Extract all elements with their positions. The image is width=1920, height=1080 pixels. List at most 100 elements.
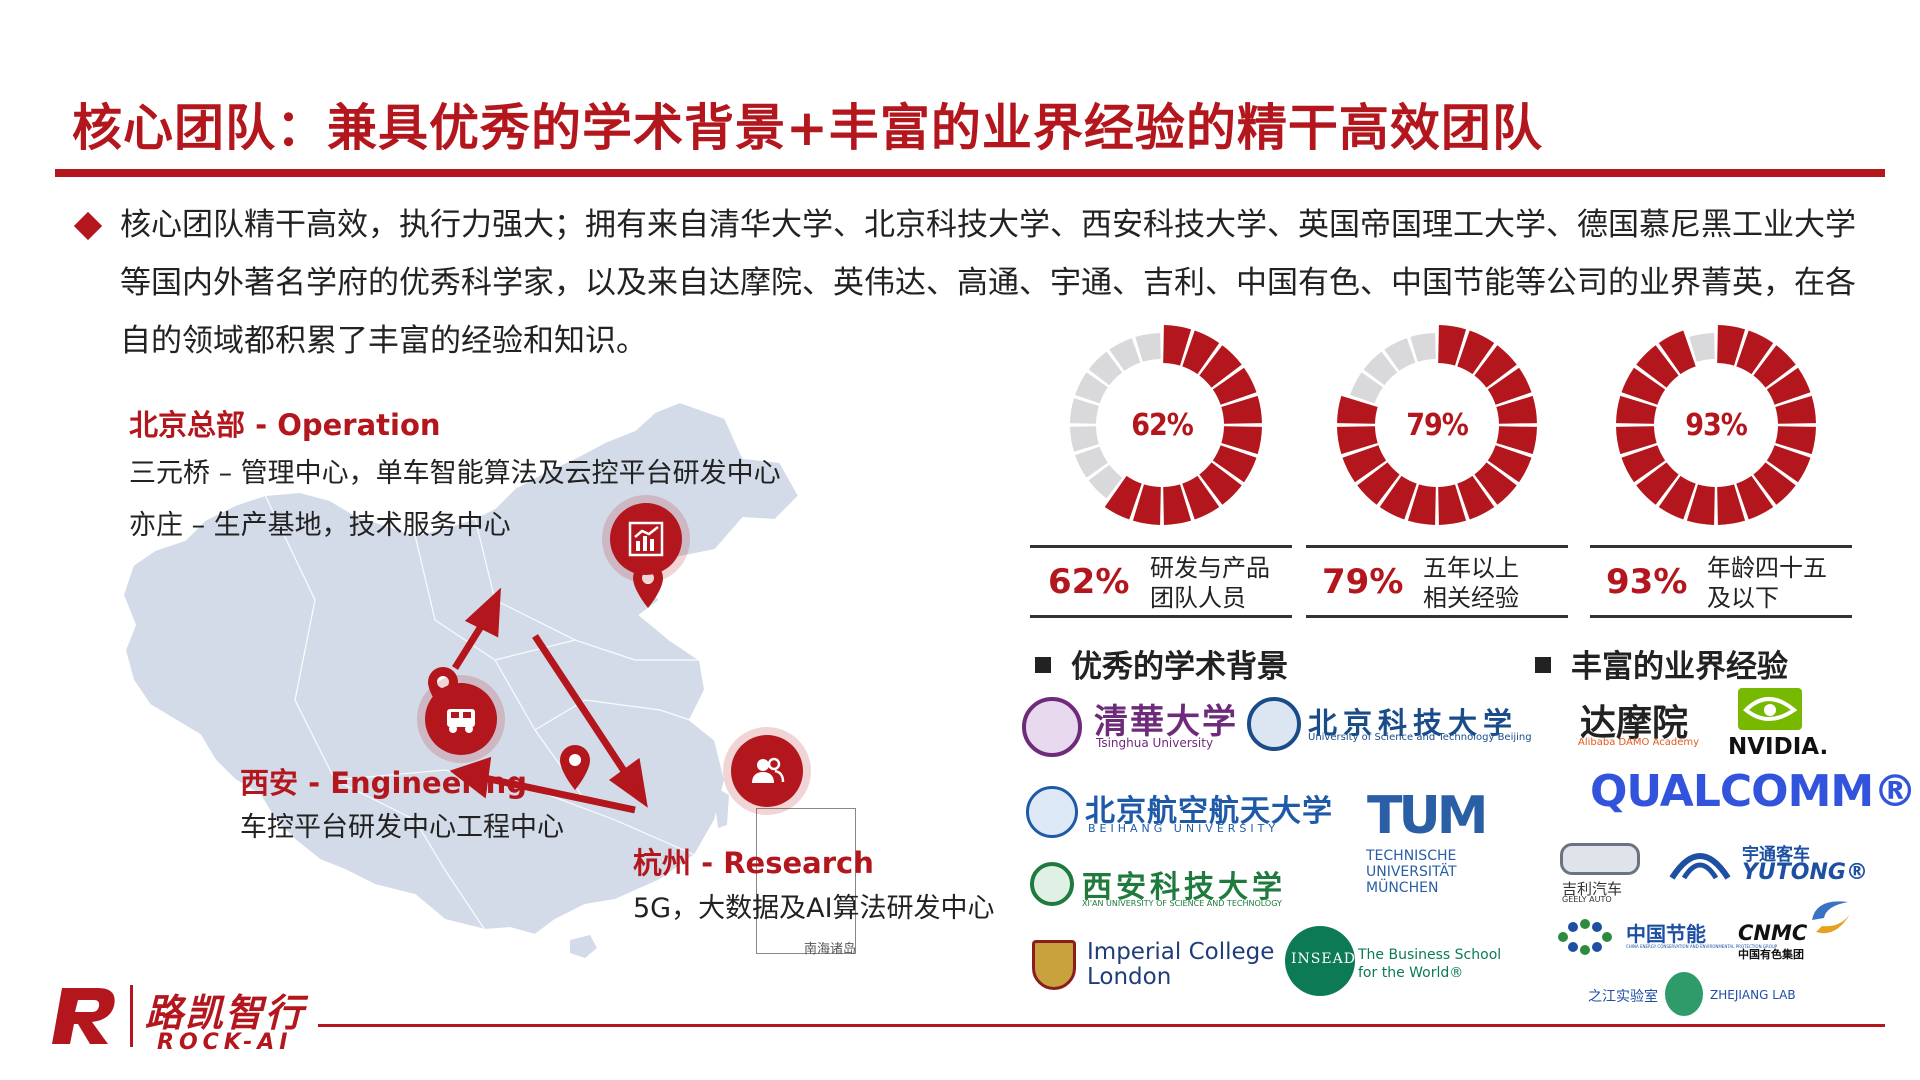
- tsinghua-seal-icon: [1022, 697, 1082, 757]
- xust-logo-cn: 西安科技大学: [1082, 870, 1286, 905]
- insead-mark-icon: [1285, 926, 1355, 996]
- donut-filled-segment: [1753, 462, 1796, 505]
- donut-filled-segment: [1182, 475, 1220, 520]
- inset-label: 南海诸岛: [804, 942, 857, 957]
- donut-filled-segment: [1163, 484, 1192, 525]
- imperial-crest-icon: [1032, 940, 1076, 990]
- donut-empty-segment: [1088, 351, 1123, 386]
- footer-logo-divider: [130, 985, 133, 1047]
- yutong-logo-cn: 宇通客车: [1742, 845, 1810, 865]
- growth-chart-icon: [628, 521, 664, 557]
- donut-filled-segment: [1775, 426, 1816, 455]
- academic-heading-text: 优秀的学术背景: [1071, 649, 1288, 685]
- beijing-line-yizhuang: 亦庄 – 生产基地，技术服务中心: [129, 510, 511, 541]
- damo-logo-cn: 达摩院: [1580, 702, 1689, 744]
- zjlab-logo-en: ZHEJIANG LAB: [1710, 988, 1796, 1002]
- hangzhou-heading: 杭州 - Research: [633, 846, 874, 880]
- nvidia-logo-text: NVIDIA.: [1728, 734, 1829, 760]
- stat-desc-line: 研发与产品: [1150, 554, 1270, 582]
- stat-desc-line: 及以下: [1707, 584, 1779, 612]
- donut-filled-segment: [1104, 475, 1142, 520]
- donut-filled-segment: [1753, 345, 1796, 388]
- donut-empty-segment: [1350, 372, 1383, 404]
- square-bullet-icon: [1035, 657, 1051, 673]
- donut-filled-segment: [1616, 426, 1657, 455]
- page-title: 核心团队：兼具优秀的学术背景+丰富的业界经验的精干高效团队: [72, 99, 1543, 157]
- donut-empty-segment: [1075, 372, 1108, 404]
- donut-filled-segment: [1212, 445, 1257, 483]
- donut-filled-segment: [1616, 395, 1657, 424]
- donut-filled-segment: [1636, 462, 1679, 505]
- tum-logo-text: TECHNISCHE UNIVERSITÄT MÜNCHEN: [1366, 848, 1457, 896]
- ustb-logo-cn: 北京科技大学: [1308, 706, 1519, 740]
- hainan-island: [570, 935, 597, 958]
- donut-empty-segment: [1135, 333, 1161, 362]
- xian-heading: 西安 - Engineering: [240, 766, 528, 800]
- donut-age: 93%: [1613, 322, 1819, 528]
- donut-filled-segment: [1736, 330, 1774, 375]
- ustb-logo-en: University of Science and Technology Bei…: [1308, 732, 1532, 743]
- tsinghua-logo-cn: 清華大学: [1094, 702, 1238, 742]
- donut-filled-segment: [1457, 475, 1495, 520]
- tum-line: TECHNISCHE: [1366, 848, 1457, 864]
- xust-logo-en: XI'AN UNIVERSITY OF SCIENCE AND TECHNOLO…: [1082, 899, 1282, 908]
- cecep-ring-icon: [1553, 918, 1615, 956]
- donut-filled-segment: [1736, 475, 1774, 520]
- donut-filled-segment: [1132, 484, 1161, 525]
- yutong-wave-icon: [1668, 840, 1732, 880]
- industry-section-heading: 丰富的业界经验: [1535, 641, 1788, 686]
- donut-filled-segment: [1182, 330, 1220, 375]
- tsinghua-logo-en: Tsinghua University: [1096, 736, 1214, 750]
- stat-description: 年龄四十五 及以下: [1707, 553, 1827, 613]
- geely-emblem-icon: [1560, 843, 1640, 875]
- donut-empty-segment: [1075, 446, 1108, 478]
- footer-divider: [318, 1024, 1885, 1027]
- cecep-logo-cn: 中国节能: [1626, 922, 1706, 946]
- donut-filled-segment: [1474, 462, 1517, 505]
- xust-seal-icon: [1030, 862, 1074, 906]
- hangzhou-pin-icon: [560, 745, 590, 790]
- province-borders: [264, 494, 700, 931]
- donut-value-label: 62%: [1131, 407, 1194, 443]
- rock-ai-logo-icon: [48, 984, 120, 1048]
- beijing-heading: 北京总部 - Operation: [129, 408, 441, 442]
- donut-filled-segment: [1163, 325, 1192, 366]
- donut-filled-segment: [1496, 395, 1537, 424]
- hangzhou-desc: 5G，大数据及AI算法研发中心: [633, 893, 995, 924]
- insead-line: for the World®: [1358, 965, 1464, 981]
- stat-value: 62%: [1048, 562, 1130, 602]
- donut-research-staff: 62%: [1059, 322, 1265, 528]
- stat-top-rule: [1030, 545, 1292, 548]
- donut-filled-segment: [1775, 395, 1816, 424]
- insead-logo-mark: INSEAD: [1291, 951, 1356, 967]
- academic-section-heading: 优秀的学术背景: [1035, 641, 1288, 686]
- donut-filled-segment: [1221, 426, 1262, 455]
- donut-value-label: 93%: [1685, 407, 1748, 443]
- beijing-line-sanyuanqiao: 三元桥 – 管理中心，单车智能算法及云控平台研发中心: [129, 458, 781, 489]
- donut-filled-segment: [1379, 475, 1417, 520]
- stat-bottom-rule: [1306, 615, 1568, 618]
- stat-desc-line: 五年以上: [1423, 554, 1519, 582]
- tum-logo-mark: TUM: [1367, 786, 1488, 846]
- stat-bottom-rule: [1590, 615, 1852, 618]
- tum-line: MÜNCHEN: [1366, 880, 1439, 896]
- stat-desc-line: 团队人员: [1150, 584, 1246, 612]
- donut-filled-segment: [1199, 462, 1242, 505]
- donut-filled-segment: [1717, 484, 1746, 525]
- intro-text: 核心团队精干高效，执行力强大；拥有来自清华大学、北京科技大学、西安科技大学、英国…: [120, 207, 1856, 359]
- users-icon: [752, 757, 785, 783]
- square-bullet-icon: [1535, 657, 1551, 673]
- tum-line: UNIVERSITÄT: [1366, 864, 1457, 880]
- stat-top-rule: [1306, 545, 1568, 548]
- donut-empty-segment: [1088, 464, 1123, 499]
- donut-filled-segment: [1221, 395, 1262, 424]
- imperial-line: Imperial College: [1087, 939, 1275, 965]
- south-china-sea-inset: [756, 808, 856, 954]
- donut-chart: [1616, 325, 1816, 525]
- stat-top-rule: [1590, 545, 1852, 548]
- donut-filled-segment: [1199, 345, 1242, 388]
- donut-filled-segment: [1686, 484, 1715, 525]
- title-divider: [55, 169, 1885, 177]
- zjlab-logo-cn: 之江实验室: [1588, 989, 1658, 1005]
- geely-logo-en: GEELY AUTO: [1562, 895, 1612, 904]
